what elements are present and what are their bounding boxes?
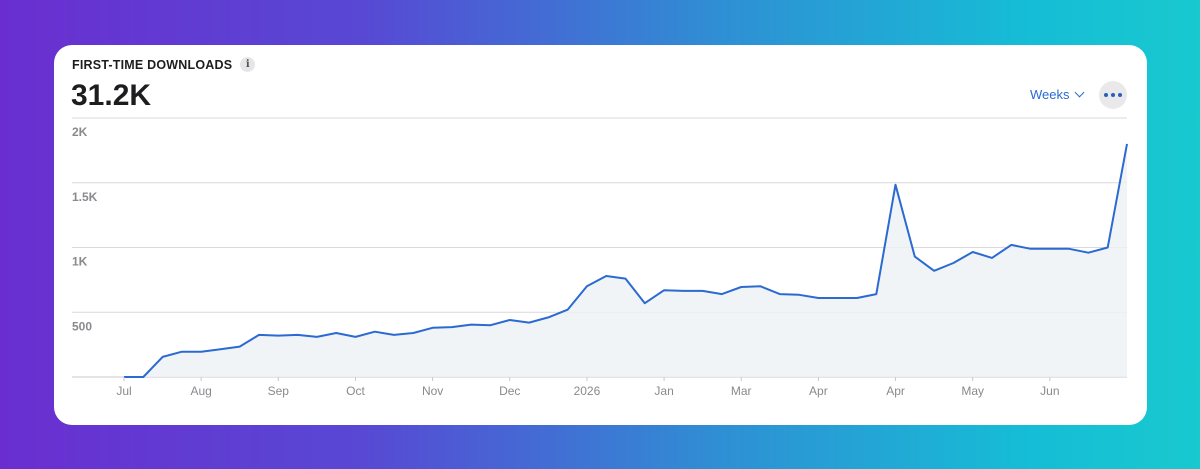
x-tick-label: Aug: [190, 384, 211, 398]
period-selector[interactable]: Weeks: [1030, 87, 1084, 102]
more-icon-dot: [1111, 93, 1115, 97]
chart-title: FIRST-TIME DOWNLOADS: [72, 57, 233, 72]
x-tick-label: Jul: [116, 384, 131, 398]
x-tick-label: May: [961, 384, 984, 398]
x-tick-label: Nov: [422, 384, 443, 398]
x-tick-label: Apr: [886, 384, 905, 398]
more-icon-dot: [1118, 93, 1122, 97]
x-tick-label: Jun: [1040, 384, 1059, 398]
y-tick-label: 500: [72, 319, 92, 333]
downloads-card: FIRST-TIME DOWNLOADS i 31.2K Weeks 500 1K…: [54, 45, 1147, 425]
title-row: FIRST-TIME DOWNLOADS i: [72, 57, 256, 72]
more-icon-dot: [1104, 93, 1108, 97]
y-tick-label: 2K: [72, 125, 88, 139]
info-icon[interactable]: i: [240, 57, 256, 72]
x-tick-label: Dec: [499, 384, 520, 398]
x-tick-label: Apr: [809, 384, 828, 398]
x-tick-label: Oct: [346, 384, 365, 398]
period-label: Weeks: [1030, 87, 1070, 102]
x-tick-label: Mar: [731, 384, 752, 398]
y-tick-label: 1.5K: [72, 190, 98, 204]
x-tick-label: Sep: [268, 384, 290, 398]
x-tick-label: Jan: [654, 384, 673, 398]
downloads-chart: 500 1K 1.5K 2K Jul Aug Sep Oct Nov Dec 2026 Jan Mar A…: [72, 117, 1128, 398]
series-area: [124, 143, 1127, 377]
x-tick-label: 2026: [574, 384, 601, 398]
y-tick-label: 1K: [72, 255, 88, 269]
total-downloads-value: 31.2K: [71, 79, 152, 112]
more-options-button[interactable]: [1099, 81, 1127, 109]
